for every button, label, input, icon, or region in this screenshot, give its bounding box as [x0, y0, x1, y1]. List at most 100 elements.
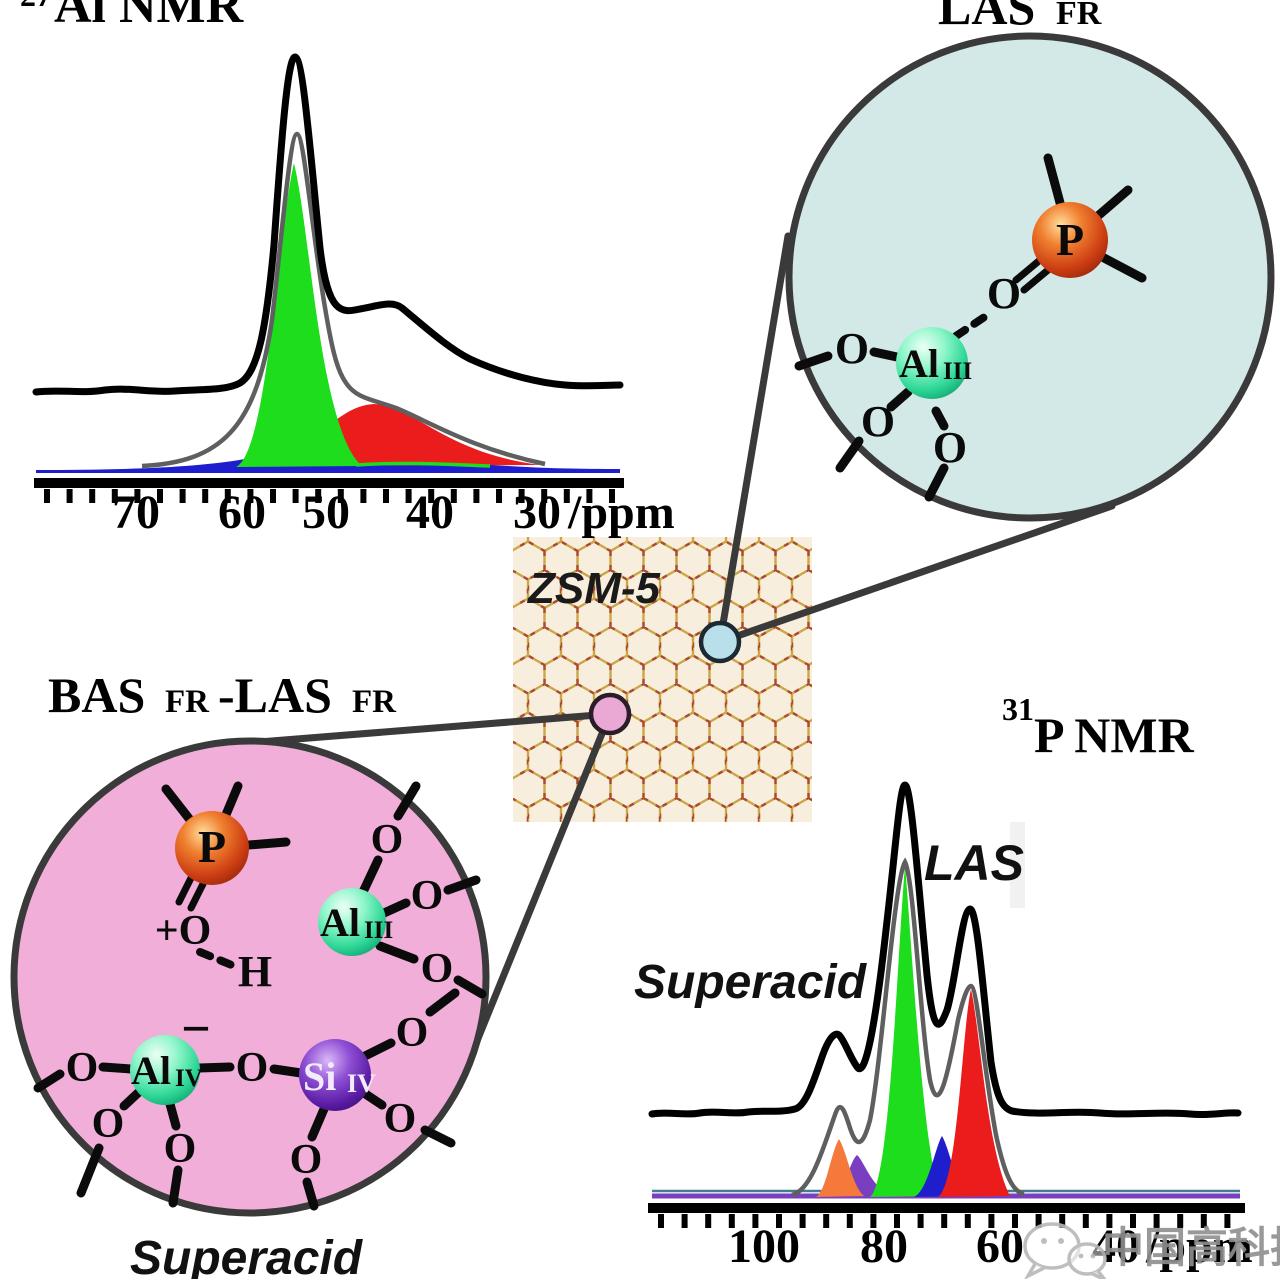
- bond: [165, 1099, 181, 1131]
- bond: [269, 1064, 306, 1078]
- hydrogen-dashed-bond: [196, 948, 238, 970]
- aluminum-IV-sphere: [130, 1035, 200, 1105]
- p-tick-label: 100: [728, 1220, 800, 1273]
- oxygen-label: O: [290, 1137, 323, 1183]
- oxygen-label: O: [835, 324, 869, 373]
- oxygen-label: O: [987, 269, 1021, 318]
- minus-charge-label: −: [181, 1001, 211, 1058]
- bond: [76, 1143, 104, 1198]
- scan-artifact-bar: [1010, 822, 1025, 908]
- oxygen-label: O: [933, 423, 967, 472]
- phosphorus-label: P: [198, 821, 226, 872]
- zsm5-framework: ZSM-5: [513, 537, 812, 822]
- al-green-tail-line: [355, 461, 491, 468]
- al-tick-label: 30: [513, 486, 561, 539]
- bond: [931, 406, 949, 431]
- las-annotation: LAS: [924, 835, 1024, 891]
- zsm5-label: ZSM-5: [526, 564, 661, 613]
- al-nmr-spectrum: 70 60 50 40 30 /ppm: [32, 53, 675, 539]
- p-experimental-curve: [648, 781, 1242, 1119]
- callout-line-las-upper: [716, 232, 792, 646]
- bond: [924, 463, 949, 502]
- callout-lines: [230, 232, 1116, 1067]
- phosphorus-sphere: [175, 811, 249, 885]
- oxygen-label: O: [66, 1045, 99, 1091]
- p-tick-label: 80: [860, 1220, 908, 1273]
- bond: [453, 975, 487, 999]
- hydrogen-label: H: [238, 947, 272, 996]
- oxygen-label: O: [236, 1045, 269, 1091]
- las-circle: [785, 32, 1275, 522]
- bond: [194, 1062, 235, 1073]
- protonated-oxygen-label: +O: [155, 908, 212, 954]
- bond: [302, 1177, 319, 1211]
- las-fr-inset: P Al III O O O O: [785, 32, 1275, 522]
- aluminum-IV-label: Al IV: [131, 1048, 203, 1093]
- bond: [358, 1038, 396, 1062]
- las-fr-title: LAS FR: [938, 0, 1102, 35]
- al-fit-envelope-curve: [141, 131, 546, 469]
- p-nmr-spectrum: 100 80 60 40 /ppm LAS Superacid: [634, 781, 1253, 1273]
- double-bond-line: [1012, 256, 1044, 284]
- oxygen-label: O: [396, 1010, 429, 1056]
- aluminum-III-sphere: [318, 888, 386, 956]
- oxygen-label: O: [411, 873, 444, 919]
- callout-line-las-lower: [716, 502, 1116, 646]
- bond: [869, 347, 902, 362]
- al-tick-label: 40: [406, 486, 454, 539]
- bas-site-dot: [588, 692, 632, 736]
- bond: [835, 436, 864, 473]
- phosphorus-label: P: [1056, 214, 1084, 265]
- al-nmr-title: 27Al NMR: [20, 0, 245, 34]
- bond: [358, 855, 383, 897]
- bond: [443, 875, 481, 895]
- callout-line-bas-lower: [464, 710, 614, 1067]
- al-peak-green: [236, 163, 362, 467]
- al-axis-line: [34, 478, 624, 488]
- double-bond-line: [1020, 266, 1052, 294]
- bond: [375, 941, 419, 964]
- superacid-bottom-label: Superacid: [130, 1232, 364, 1279]
- oxygen-label: O: [861, 397, 895, 446]
- bond: [393, 781, 421, 821]
- bond: [33, 1069, 65, 1093]
- p-axis-line: [648, 1203, 1245, 1213]
- oxygen-label: O: [421, 946, 454, 992]
- dative-dashed-bond: [952, 308, 996, 340]
- silicon-label: Si IV: [303, 1054, 376, 1099]
- phosphorus-sphere: [1032, 202, 1108, 278]
- bond: [98, 1062, 136, 1074]
- wechat-logo-icon: [1023, 1222, 1107, 1279]
- oxygen-label: O: [164, 1126, 197, 1172]
- bond: [359, 1088, 387, 1110]
- aluminum-label: Al III: [899, 341, 972, 386]
- watermark-text: 中国高科技: [1102, 1223, 1280, 1272]
- al-axis-labels: 70 60 50 40 30 /ppm: [112, 486, 675, 539]
- bond: [425, 988, 460, 1017]
- al-tick-label: 50: [302, 486, 350, 539]
- oxygen-label: O: [92, 1101, 125, 1147]
- p-peak-red: [938, 989, 1010, 1197]
- las-site-dot: [698, 620, 742, 664]
- callout-line-bas-upper: [230, 710, 614, 748]
- bond: [794, 351, 833, 371]
- p-tick-label: 60: [976, 1220, 1024, 1273]
- watermark: 中国高科技: [1023, 1222, 1280, 1279]
- superacid-right-annotation: Superacid: [634, 956, 868, 1009]
- aluminum-III-label: Al III: [320, 900, 393, 945]
- p-axis-unit: /ppm: [1145, 1220, 1253, 1273]
- framework-pattern: [513, 537, 812, 822]
- p-nmr-title: 31P NMR: [1002, 691, 1195, 763]
- p-peak-green: [870, 865, 940, 1197]
- silicon-sphere: [299, 1039, 371, 1111]
- p-peak-orange: [816, 1139, 864, 1197]
- las-oxygen-labels: O O O O: [835, 269, 1021, 472]
- bond: [420, 1125, 456, 1148]
- bond: [886, 387, 913, 412]
- double-bond-line: [187, 880, 207, 912]
- oxygen-label: O: [384, 1096, 417, 1142]
- al-axis-unit: /ppm: [567, 486, 675, 539]
- bas-las-fr-title: BAS FR -LAS FR: [48, 667, 397, 723]
